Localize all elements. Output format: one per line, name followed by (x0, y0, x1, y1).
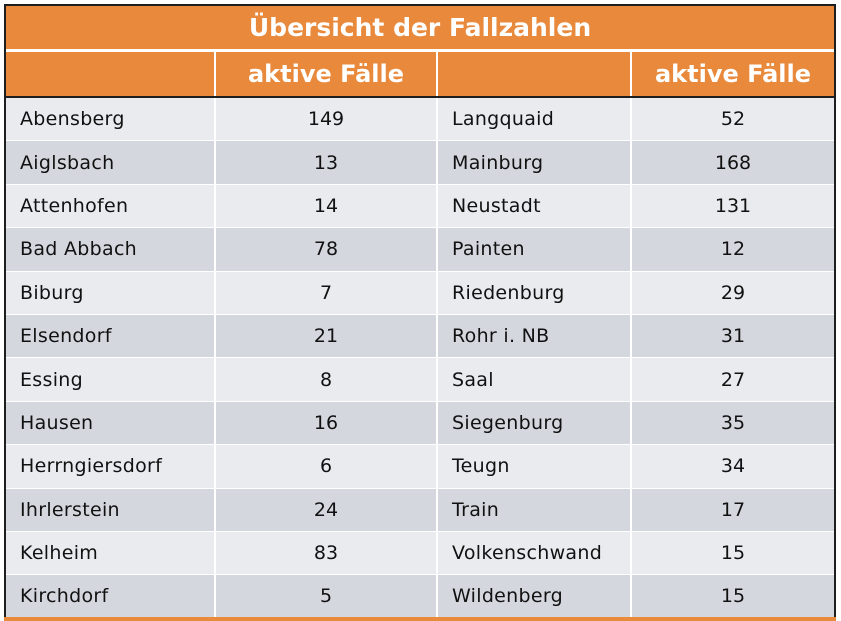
table-title: Übersicht der Fallzahlen (6, 6, 834, 52)
municipality-name-left: Elsendorf (6, 314, 216, 358)
municipality-name-left: Kirchdorf (6, 575, 216, 618)
table-row: Essing 8 Saal 27 (6, 358, 834, 402)
municipality-name-left: Abensberg (6, 98, 216, 141)
table-row: Kirchdorf 5 Wildenberg 15 (6, 575, 834, 619)
header-cell-municipality-left (6, 52, 216, 96)
table-row: Elsendorf 21 Rohr i. NB 31 (6, 314, 834, 359)
municipality-name-left: Bad Abbach (6, 228, 216, 271)
active-cases-value-left: 78 (216, 228, 438, 271)
municipality-name-left: Attenhofen (6, 184, 216, 228)
active-cases-value-left: 83 (216, 531, 438, 575)
table-body: Abensberg 149 Langquaid 52 Aiglsbach 13 Mainbu… (6, 98, 834, 619)
municipality-name-right: Siegenburg (438, 401, 632, 445)
active-cases-value-right: 35 (720, 411, 746, 434)
active-cases-value-left: 149 (216, 98, 438, 141)
municipality-name-left: Kelheim (6, 531, 216, 575)
municipality-name-left: Hausen (6, 401, 216, 445)
active-cases-value-right: 27 (720, 368, 746, 391)
municipality-name-left: Biburg (6, 271, 216, 314)
municipality-name-right: Riedenburg (438, 271, 632, 314)
active-cases-value-left: 6 (216, 445, 438, 488)
municipality-name-right: Langquaid (438, 98, 632, 141)
table-row: Kelheim 83 Volkenschwand 15 (6, 531, 834, 576)
active-cases-value-right: 52 (720, 108, 746, 131)
active-cases-value-left: 14 (216, 184, 438, 228)
table-row: Hausen 16 Siegenburg 35 (6, 401, 834, 446)
active-cases-value-right: 15 (720, 585, 746, 608)
active-cases-value-left: 8 (216, 358, 438, 401)
active-cases-value-right: 29 (720, 281, 746, 304)
header-cell-active-cases-right: aktive Fälle (654, 60, 812, 88)
active-cases-value-left: 5 (216, 575, 438, 618)
municipality-name-right: Saal (438, 358, 632, 401)
active-cases-value-right: 168 (714, 151, 752, 174)
active-cases-value-right: 31 (720, 325, 746, 348)
table-row: Bad Abbach 78 Painten 12 (6, 228, 834, 272)
active-cases-value-right: 131 (714, 194, 752, 217)
municipality-name-right: Neustadt (438, 184, 632, 228)
active-cases-value-left: 13 (216, 141, 438, 184)
municipality-name-left: Essing (6, 358, 216, 401)
active-cases-value-left: 16 (216, 401, 438, 445)
municipality-name-right: Mainburg (438, 141, 632, 184)
municipality-name-right: Wildenberg (438, 575, 632, 618)
table-row: Abensberg 149 Langquaid 52 (6, 98, 834, 142)
active-cases-value-left: 7 (216, 271, 438, 314)
table-row: Attenhofen 14 Neustadt 131 (6, 184, 834, 229)
active-cases-value-left: 24 (216, 488, 438, 531)
table-row: Herrngiersdorf 6 Teugn 34 (6, 445, 834, 489)
header-row: aktive Fälle aktive Fälle (6, 52, 834, 98)
table-row: Ihrlerstein 24 Train 17 (6, 488, 834, 532)
municipality-name-left: Herrngiersdorf (6, 445, 216, 488)
active-cases-value-left: 21 (216, 314, 438, 358)
active-cases-value-right: 17 (720, 498, 746, 521)
municipality-name-right: Painten (438, 228, 632, 271)
header-cell-active-cases-left: aktive Fälle (216, 52, 438, 96)
table-row: Biburg 7 Riedenburg 29 (6, 271, 834, 315)
municipality-name-left: Ihrlerstein (6, 488, 216, 531)
table-row: Aiglsbach 13 Mainburg 168 (6, 141, 834, 185)
header-cell-municipality-right (438, 52, 632, 96)
municipality-name-right: Volkenschwand (438, 531, 632, 575)
table-bottom-band (4, 617, 836, 621)
municipality-name-right: Train (438, 488, 632, 531)
active-cases-value-right: 15 (720, 542, 746, 565)
municipality-name-right: Rohr i. NB (438, 314, 632, 358)
municipality-name-right: Teugn (438, 445, 632, 488)
case-count-table: Übersicht der Fallzahlen aktive Fälle ak… (4, 4, 836, 621)
active-cases-value-right: 12 (720, 238, 746, 261)
active-cases-value-right: 34 (720, 455, 746, 478)
municipality-name-left: Aiglsbach (6, 141, 216, 184)
